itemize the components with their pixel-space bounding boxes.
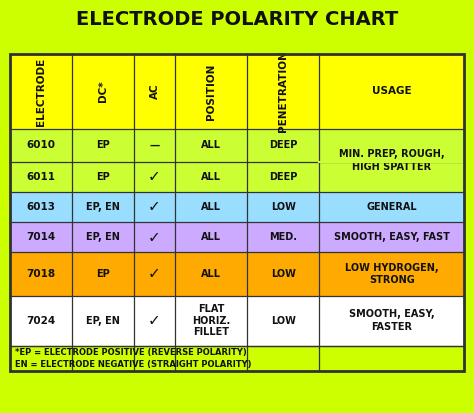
Text: ALL: ALL	[201, 202, 221, 212]
Text: EP, EN: EP, EN	[86, 316, 120, 326]
Text: ALL: ALL	[201, 140, 221, 150]
Text: ALL: ALL	[201, 232, 221, 242]
Text: ✓: ✓	[148, 266, 161, 282]
Text: FLAT
HORIZ.
FILLET: FLAT HORIZ. FILLET	[192, 304, 230, 337]
Text: SMOOTH, EASY, FAST: SMOOTH, EASY, FAST	[334, 232, 450, 242]
Text: MIN. PREP, ROUGH,
HIGH SPATTER: MIN. PREP, ROUGH, HIGH SPATTER	[339, 149, 445, 171]
FancyBboxPatch shape	[10, 54, 464, 129]
Text: ✓: ✓	[148, 199, 161, 214]
Text: PENETRATION: PENETRATION	[278, 50, 288, 132]
Text: —: —	[149, 140, 160, 150]
Text: 7018: 7018	[27, 269, 55, 279]
FancyBboxPatch shape	[10, 129, 464, 162]
Text: LOW: LOW	[271, 316, 296, 326]
Text: GENERAL: GENERAL	[366, 202, 417, 212]
Text: ALL: ALL	[201, 172, 221, 182]
Text: ELECTRODE: ELECTRODE	[36, 57, 46, 126]
Text: LOW HYDROGEN,
STRONG: LOW HYDROGEN, STRONG	[345, 263, 438, 285]
FancyBboxPatch shape	[10, 296, 464, 346]
FancyBboxPatch shape	[10, 346, 464, 371]
Text: ALL: ALL	[201, 269, 221, 279]
Text: DEEP: DEEP	[269, 140, 298, 150]
Text: EP, EN: EP, EN	[86, 232, 120, 242]
Text: ✓: ✓	[148, 313, 161, 328]
Text: AC: AC	[149, 83, 160, 99]
Text: 6010: 6010	[27, 140, 55, 150]
FancyBboxPatch shape	[10, 162, 464, 192]
Text: LOW: LOW	[271, 202, 296, 212]
Text: EP, EN: EP, EN	[86, 202, 120, 212]
Text: MED.: MED.	[269, 232, 297, 242]
Text: 7024: 7024	[27, 316, 56, 326]
Text: *EP = ELECTRODE POSITIVE (REVERSE POLARITY)
EN = ELECTRODE NEGATIVE (STRAIGHT PO: *EP = ELECTRODE POSITIVE (REVERSE POLARI…	[15, 348, 251, 369]
Text: POSITION: POSITION	[206, 63, 216, 120]
Text: ✓: ✓	[148, 169, 161, 184]
Text: EP: EP	[96, 140, 110, 150]
Text: 6011: 6011	[27, 172, 55, 182]
FancyBboxPatch shape	[10, 222, 464, 252]
Text: EP: EP	[96, 269, 110, 279]
Text: ✓: ✓	[148, 230, 161, 244]
Text: 6013: 6013	[27, 202, 55, 212]
Text: USAGE: USAGE	[372, 86, 411, 97]
Text: LOW: LOW	[271, 269, 296, 279]
Text: SMOOTH, EASY,
FASTER: SMOOTH, EASY, FASTER	[349, 309, 435, 332]
FancyBboxPatch shape	[10, 252, 464, 296]
Text: 7014: 7014	[27, 232, 56, 242]
Text: DEEP: DEEP	[269, 172, 298, 182]
Text: ELECTRODE POLARITY CHART: ELECTRODE POLARITY CHART	[76, 10, 398, 29]
Text: DC*: DC*	[98, 81, 108, 102]
FancyBboxPatch shape	[10, 192, 464, 222]
Text: EP: EP	[96, 172, 110, 182]
